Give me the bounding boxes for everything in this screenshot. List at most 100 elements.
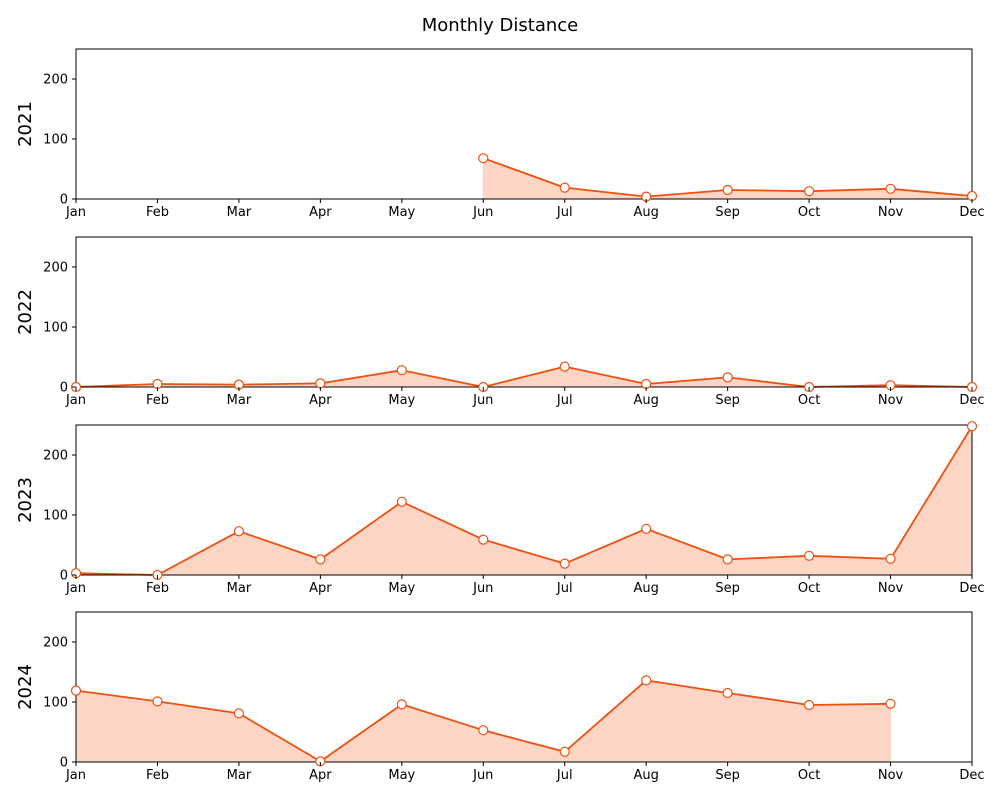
- x-tick-label: Jul: [556, 581, 573, 596]
- axes-frame-2022: [75, 236, 973, 388]
- x-tick-label: Nov: [878, 581, 904, 596]
- x-tick-label: Apr: [309, 393, 332, 408]
- y-tick-label: 0: [60, 756, 68, 771]
- data-point: [233, 526, 245, 537]
- x-tick-label: Jun: [472, 768, 493, 783]
- data-point: [559, 558, 570, 569]
- axes-frame-2021: [75, 48, 973, 200]
- data-point: [803, 699, 815, 711]
- x-tick-label: Mar: [227, 393, 252, 408]
- x-tick-label: Feb: [146, 581, 169, 596]
- data-point: [478, 534, 489, 545]
- data-point: [885, 183, 896, 194]
- data-point: [722, 184, 733, 196]
- panel-2022: 0 100 200 Jan Feb Mar Apr May Jun Jul Aug Sep Oct Nov…: [15, 236, 985, 408]
- data-point: [315, 378, 326, 389]
- area-fill-2023: [75, 424, 973, 576]
- y-tick-label: 200: [43, 261, 68, 276]
- y-tick-label: 200: [43, 73, 68, 88]
- x-tick-label: Dec: [959, 393, 984, 408]
- x-tick-label: Aug: [633, 205, 658, 220]
- x-tick-label: Jun: [472, 205, 493, 220]
- data-point: [559, 746, 570, 757]
- y-tick-label: 200: [43, 636, 68, 651]
- x-tick-label: Apr: [309, 581, 332, 596]
- x-tick-label: May: [388, 393, 415, 408]
- x-tick-label: Sep: [715, 393, 740, 408]
- axes-frame-2023: [75, 424, 973, 576]
- x-tick-label: Aug: [633, 581, 658, 596]
- x-tick-label: Jan: [65, 581, 86, 596]
- data-point: [803, 550, 815, 561]
- data-point: [70, 685, 82, 696]
- data-point: [396, 365, 407, 376]
- y-axis-label: 2023: [15, 477, 36, 523]
- x-tick-label: Jan: [65, 393, 86, 408]
- data-point: [233, 708, 245, 719]
- panel-2023: 0 100 200 Jan Feb Mar Apr May Jun Jul Aug Sep Oct Nov…: [15, 421, 985, 596]
- x-tick-label: Dec: [959, 581, 984, 596]
- x-tick-label: Apr: [309, 768, 332, 783]
- chart-title: Monthly Distance: [422, 15, 579, 36]
- data-point: [641, 523, 652, 534]
- x-tick-label: Jul: [556, 768, 573, 783]
- x-tick-label: May: [388, 581, 415, 596]
- x-tick-label: Oct: [798, 393, 820, 408]
- x-tick-label: Oct: [798, 581, 820, 596]
- data-point: [478, 725, 489, 736]
- data-point: [641, 675, 652, 686]
- x-tick-label: Jan: [65, 768, 86, 783]
- panel-2024: 0 100 200 Jan Feb Mar Apr May Jun Jul Aug Sep Oct Nov…: [15, 611, 985, 783]
- data-point: [722, 687, 733, 699]
- x-tick-label: Feb: [146, 768, 169, 783]
- data-point: [559, 361, 570, 372]
- x-tick-label: Mar: [227, 768, 252, 783]
- x-tick-label: Feb: [146, 205, 169, 220]
- x-tick-label: Oct: [798, 768, 820, 783]
- panel-2021: 0 100 200 Jan Feb Mar Apr May Jun Jul Aug Sep Oct Nov…: [15, 48, 985, 220]
- data-point: [885, 553, 896, 564]
- area-fill-2024: [75, 679, 892, 763]
- data-point: [885, 698, 896, 709]
- x-tick-label: Jan: [65, 205, 86, 220]
- series-line-2023: [75, 425, 973, 576]
- data-point: [966, 421, 978, 432]
- data-point: [478, 153, 489, 164]
- x-tick-label: Mar: [227, 205, 252, 220]
- data-point: [722, 372, 733, 383]
- x-tick-label: Nov: [878, 768, 904, 783]
- y-axis-label: 2022: [15, 289, 36, 335]
- x-tick-label: Sep: [715, 768, 740, 783]
- data-point: [396, 699, 407, 710]
- x-tick-label: May: [388, 768, 415, 783]
- data-point: [559, 182, 570, 193]
- y-tick-label: 0: [60, 193, 68, 208]
- x-tick-label: Dec: [959, 768, 984, 783]
- x-tick-label: Jul: [556, 205, 573, 220]
- y-tick-label: 200: [43, 449, 68, 464]
- x-tick-label: Jun: [472, 393, 493, 408]
- x-tick-label: Aug: [633, 393, 658, 408]
- x-tick-label: Nov: [878, 205, 904, 220]
- x-tick-label: Apr: [309, 205, 332, 220]
- data-point: [315, 554, 326, 565]
- x-tick-label: Mar: [227, 581, 252, 596]
- x-tick-label: Sep: [715, 581, 740, 596]
- y-tick-label: 0: [60, 381, 68, 396]
- x-tick-label: May: [388, 205, 415, 220]
- x-tick-label: Feb: [146, 393, 169, 408]
- x-tick-label: Aug: [633, 768, 658, 783]
- x-tick-label: Nov: [878, 393, 904, 408]
- data-point: [722, 554, 733, 565]
- x-tick-label: Dec: [959, 205, 984, 220]
- x-tick-label: Sep: [715, 205, 740, 220]
- data-point: [152, 696, 163, 707]
- x-tick-label: Jun: [472, 581, 493, 596]
- y-axis-label: 2024: [15, 664, 36, 710]
- y-tick-label: 0: [60, 569, 68, 584]
- x-tick-label: Oct: [798, 205, 820, 220]
- y-axis-label: 2021: [15, 101, 36, 147]
- y-tick-label: 100: [43, 509, 68, 524]
